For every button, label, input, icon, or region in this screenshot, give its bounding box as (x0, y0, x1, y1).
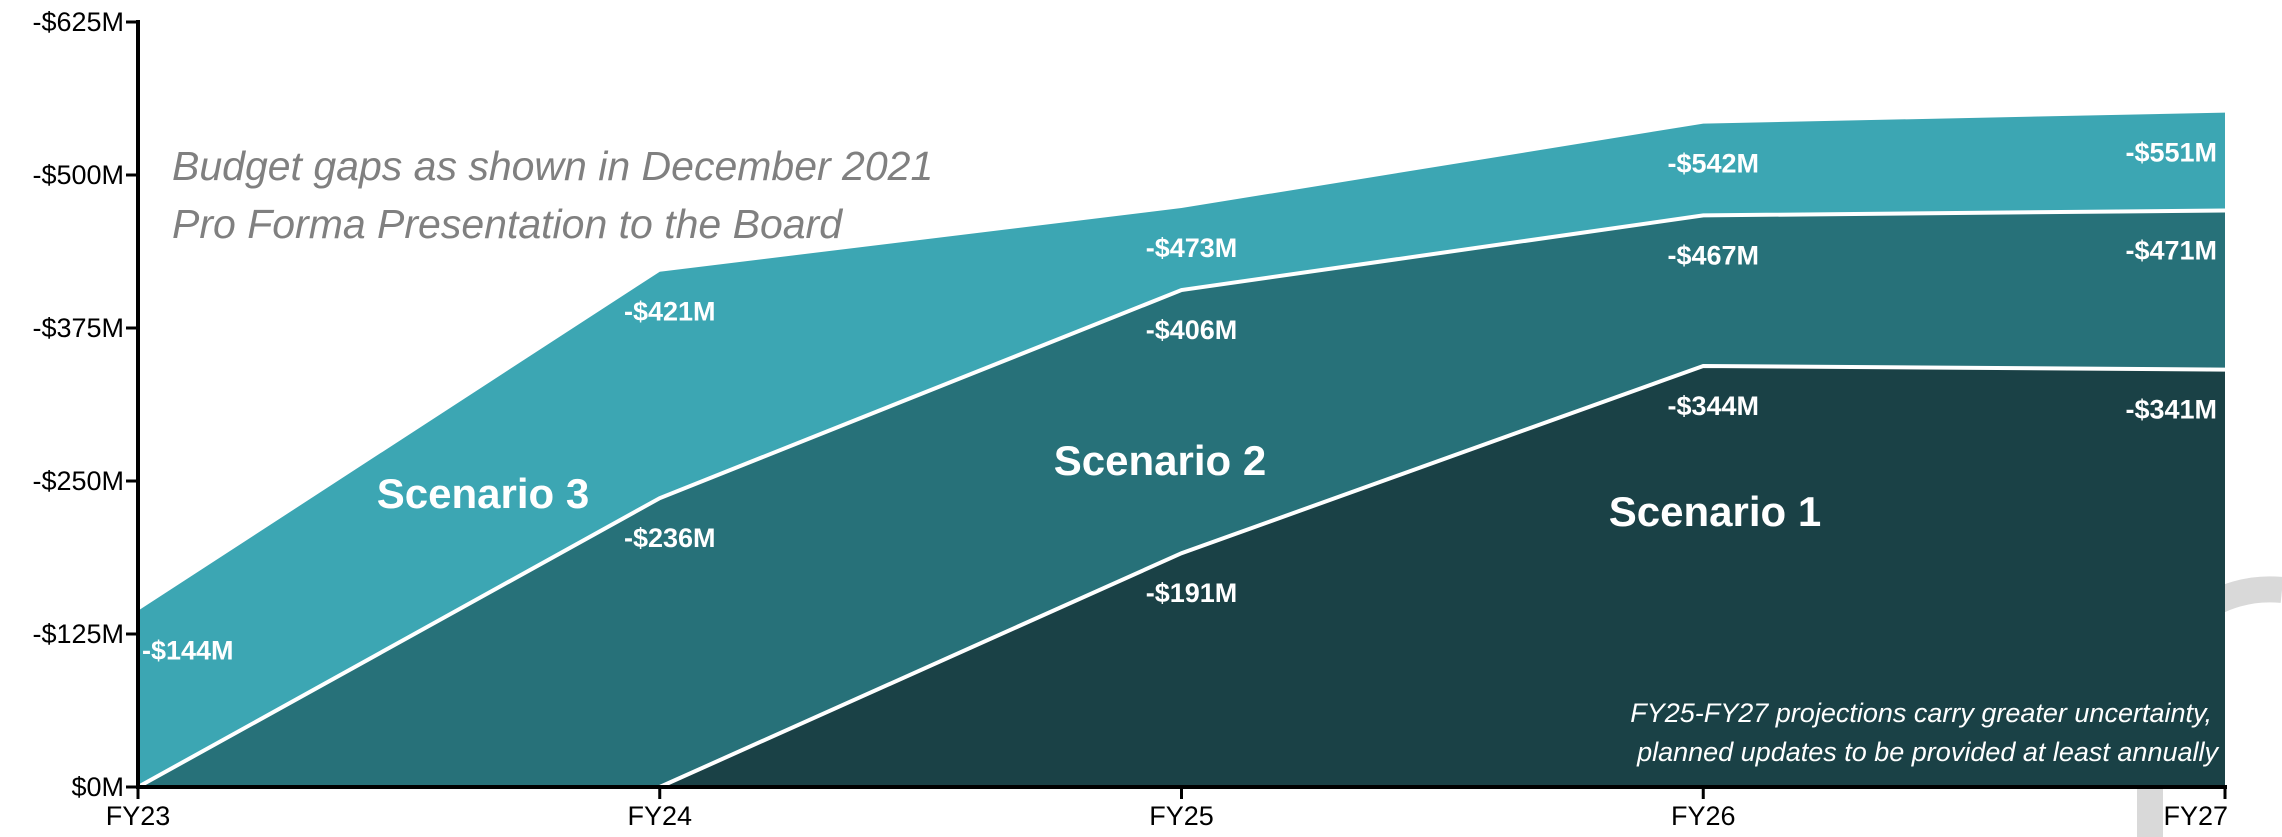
data-label-scenario-1: -$341M (2125, 395, 2217, 425)
x-tick-label: FY23 (106, 801, 171, 831)
data-label-scenario-3: -$542M (1667, 149, 1759, 179)
data-label-scenario-3: -$551M (2125, 138, 2217, 168)
data-label-scenario-3: -$144M (142, 636, 234, 666)
data-label-scenario-1: -$344M (1667, 391, 1759, 421)
tick-layer: $0M -$125M -$250M -$375M -$500M -$625M FY23 FY2… (32, 7, 2228, 831)
data-label-scenario-1: -$191M (1146, 578, 1238, 608)
chart-subtitle: Pro Forma Presentation to the Board (172, 201, 843, 247)
area-scenario-1 (138, 365, 2225, 787)
series-label-scenario-3: Scenario 3 (377, 470, 589, 517)
y-tick-label: -$375M (32, 313, 124, 343)
x-tick-label: FY25 (1149, 801, 1214, 831)
series-label-scenario-2: Scenario 2 (1054, 437, 1266, 484)
data-label-scenario-2: -$406M (1146, 315, 1238, 345)
series-label-scenario-1: Scenario 1 (1609, 488, 1821, 535)
y-tick-label: -$250M (32, 466, 124, 496)
y-tick-label: -$125M (32, 619, 124, 649)
uncertainty-note-line-1: FY25-FY27 projections carry greater unce… (1630, 698, 2212, 728)
uncertainty-note-line-2: planned updates to be provided at least … (1636, 737, 2219, 767)
data-label-scenario-3: -$421M (624, 297, 716, 327)
data-label-scenario-2: -$471M (2125, 235, 2217, 265)
divider-scenario-2 (137, 208, 2226, 789)
y-tick-label: $0M (71, 772, 124, 802)
area-layer (138, 112, 2225, 788)
data-label-scenario-2: -$467M (1667, 240, 1759, 270)
x-tick-label: FY26 (1671, 801, 1736, 831)
x-tick-label: FY24 (627, 801, 692, 831)
y-tick-label: -$500M (32, 160, 124, 190)
x-tick-label: FY27 (2163, 801, 2228, 831)
chart-title: Budget gaps as shown in December 2021 (172, 143, 933, 189)
data-label-scenario-3: -$473M (1146, 233, 1238, 263)
data-label-layer: -$191M -$344M -$341M -$236M -$406M -$467M -$47… (142, 138, 2217, 666)
y-tick-label: -$625M (32, 7, 124, 37)
data-label-scenario-2: -$236M (624, 523, 716, 553)
